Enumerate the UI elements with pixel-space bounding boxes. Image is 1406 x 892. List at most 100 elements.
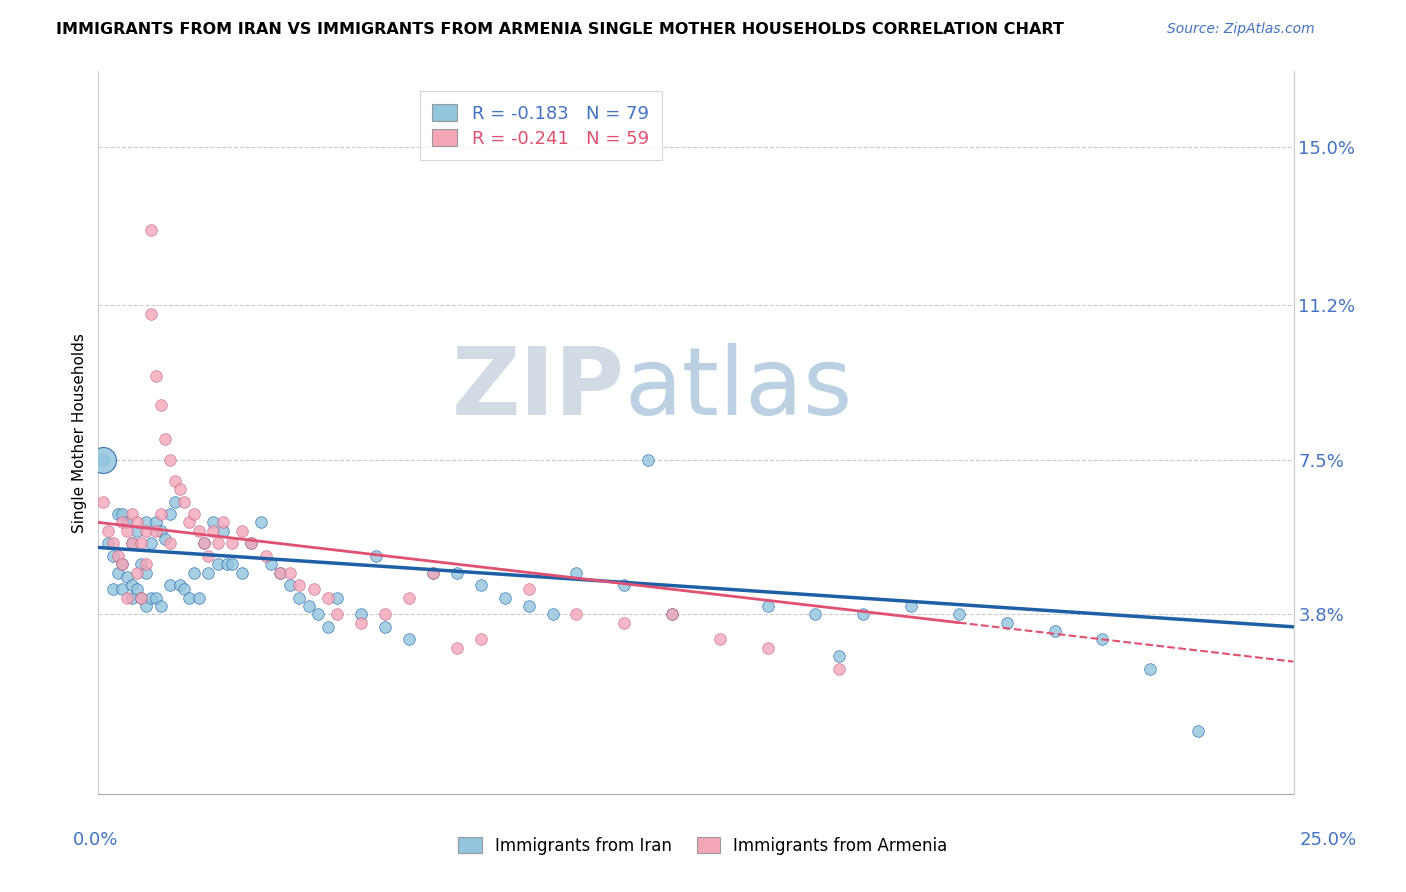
Point [155, 532, 177, 546]
Point [125, 524, 148, 538]
Point [197, 566, 219, 580]
Text: IMMIGRANTS FROM IRAN VS IMMIGRANTS FROM ARMENIA SINGLE MOTHER HOUSEHOLDS CORRELA: IMMIGRANTS FROM IRAN VS IMMIGRANTS FROM … [56, 22, 1064, 37]
Point [1043, 624, 1066, 638]
Point [179, 516, 201, 530]
Point [316, 591, 339, 605]
Point [288, 591, 311, 605]
Point [101, 582, 124, 597]
Point [135, 524, 157, 538]
Point [1091, 632, 1114, 647]
Point [121, 591, 143, 605]
Point [149, 507, 172, 521]
Point [398, 591, 420, 605]
Point [202, 516, 225, 530]
Point [145, 369, 167, 384]
Point [278, 578, 301, 592]
Point [1187, 724, 1209, 739]
Point [107, 549, 129, 563]
Point [269, 566, 291, 580]
Point [173, 582, 195, 597]
Point [125, 516, 148, 530]
Point [187, 591, 209, 605]
Point [115, 516, 138, 530]
Point [231, 566, 253, 580]
Point [217, 557, 239, 571]
Point [107, 507, 129, 521]
Point [661, 607, 683, 622]
Point [374, 620, 396, 634]
Point [221, 557, 243, 571]
Point [302, 582, 325, 597]
Point [159, 507, 181, 521]
Point [565, 607, 588, 622]
Point [422, 566, 444, 580]
Point [91, 494, 114, 508]
Point [149, 524, 172, 538]
Point [135, 516, 157, 530]
Point [115, 524, 138, 538]
Point [159, 536, 181, 550]
Point [183, 566, 205, 580]
Point [91, 452, 114, 467]
Point [135, 557, 157, 571]
Point [316, 620, 339, 634]
Text: atlas: atlas [624, 343, 852, 435]
Point [422, 566, 444, 580]
Point [139, 536, 162, 550]
Point [121, 536, 143, 550]
Point [613, 615, 636, 630]
Point [1139, 662, 1161, 676]
Point [121, 507, 143, 521]
Text: Source: ZipAtlas.com: Source: ZipAtlas.com [1167, 22, 1315, 37]
Point [517, 599, 540, 613]
Point [288, 578, 311, 592]
Point [131, 557, 153, 571]
Point [115, 570, 138, 584]
Point [517, 582, 540, 597]
Point [111, 582, 134, 597]
Point [637, 452, 659, 467]
Legend: R = -0.183   N = 79, R = -0.241   N = 59: R = -0.183 N = 79, R = -0.241 N = 59 [419, 91, 662, 161]
Point [149, 399, 172, 413]
Point [470, 578, 492, 592]
Point [135, 566, 157, 580]
Point [995, 615, 1018, 630]
Point [121, 578, 143, 592]
Point [135, 599, 157, 613]
Y-axis label: Single Mother Households: Single Mother Households [72, 333, 87, 533]
Point [350, 607, 373, 622]
Point [187, 524, 209, 538]
Point [350, 615, 373, 630]
Point [900, 599, 922, 613]
Point [139, 307, 162, 321]
Point [131, 591, 153, 605]
Point [111, 557, 134, 571]
Point [197, 549, 219, 563]
Point [97, 536, 120, 550]
Point [149, 599, 172, 613]
Point [470, 632, 492, 647]
Point [307, 607, 329, 622]
Point [804, 607, 827, 622]
Point [111, 507, 134, 521]
Text: 25.0%: 25.0% [1301, 831, 1357, 849]
Point [163, 494, 186, 508]
Point [193, 536, 215, 550]
Text: ZIP: ZIP [451, 343, 624, 435]
Point [613, 578, 636, 592]
Point [661, 607, 683, 622]
Point [756, 640, 779, 655]
Point [374, 607, 396, 622]
Point [145, 591, 167, 605]
Point [169, 578, 191, 592]
Point [139, 591, 162, 605]
Point [139, 223, 162, 237]
Point [125, 582, 148, 597]
Point [179, 591, 201, 605]
Point [756, 599, 779, 613]
Point [101, 536, 124, 550]
Point [211, 516, 233, 530]
Point [852, 607, 875, 622]
Point [115, 591, 138, 605]
Point [269, 566, 291, 580]
